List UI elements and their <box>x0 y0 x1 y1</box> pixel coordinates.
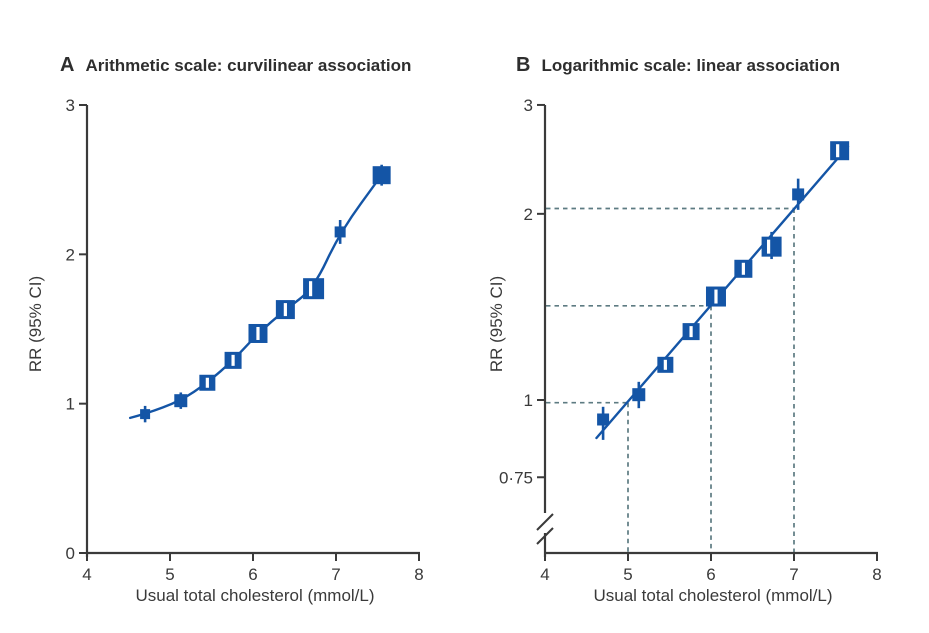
x-tick-label: 5 <box>165 565 174 584</box>
ci-band-inner <box>308 281 313 297</box>
ci-band-inner <box>714 289 718 304</box>
y-tick-label: 3 <box>66 96 75 115</box>
data-point-square <box>334 226 346 238</box>
y-tick-label: 0·75 <box>499 468 533 487</box>
data-point-square <box>761 236 782 257</box>
y-tick-label: 2 <box>524 205 533 224</box>
panel-B: 3 2 1 0·75 4 5 6 7 8 <box>499 96 882 584</box>
data-point-square <box>174 394 188 408</box>
data-point-square <box>140 409 151 420</box>
y-tick-label: 0 <box>66 544 75 563</box>
x-tick-label: 6 <box>248 565 257 584</box>
panel-b-x-axis-label: Usual total cholesterol (mmol/L) <box>593 586 833 605</box>
y-tick-label: 1 <box>66 395 75 414</box>
x-tick-label: 7 <box>331 565 340 584</box>
ci-band-inner <box>689 326 693 338</box>
ci-band-inner <box>283 303 287 317</box>
panel-a-title-text: Arithmetic scale: curvilinear associatio… <box>85 56 412 75</box>
panel-a-title: A Arithmetic scale: curvilinear associat… <box>60 54 411 77</box>
panel-b-title-text: Logarithmic scale: linear association <box>541 56 840 75</box>
x-tick-label: 4 <box>82 565 91 584</box>
ci-band-inner <box>663 359 667 370</box>
ci-band-inner <box>741 262 745 275</box>
axis-break-slash <box>536 527 554 545</box>
ci-band-inner <box>231 354 235 366</box>
ci-band-inner <box>836 144 840 158</box>
x-tick-label: 5 <box>623 565 632 584</box>
x-tick-label: 8 <box>872 565 881 584</box>
data-point-square <box>632 388 646 402</box>
data-point-square <box>830 141 850 161</box>
x-tick-label: 7 <box>789 565 798 584</box>
data-point-square <box>597 413 610 426</box>
x-tick-label: 6 <box>706 565 715 584</box>
panel-A: 3 2 1 04 5 6 7 8 <box>66 96 424 584</box>
ci-band-inner <box>766 239 771 254</box>
y-tick-label: 2 <box>66 245 75 264</box>
ci-band-inner <box>205 377 209 388</box>
panel-a-letter: A <box>60 54 75 76</box>
x-tick-label: 4 <box>540 565 549 584</box>
panel-a-y-axis-label: RR (95% CI) <box>26 275 45 373</box>
ci-band-inner <box>256 326 260 340</box>
panel-a-x-axis-label: Usual total cholesterol (mmol/L) <box>135 586 375 605</box>
panel-b-letter: B <box>516 54 531 76</box>
y-tick-label: 3 <box>524 96 533 115</box>
data-point-square <box>303 278 325 300</box>
trend-curve <box>128 169 386 420</box>
data-point-square <box>372 166 391 185</box>
axis-break-slash <box>536 513 554 531</box>
data-point-square <box>792 188 805 201</box>
panel-b-title: B Logarithmic scale: linear association <box>516 54 840 77</box>
y-tick-label: 1 <box>524 391 533 410</box>
panel-b-y-axis-label: RR (95% CI) <box>487 275 506 373</box>
x-tick-label: 8 <box>414 565 423 584</box>
